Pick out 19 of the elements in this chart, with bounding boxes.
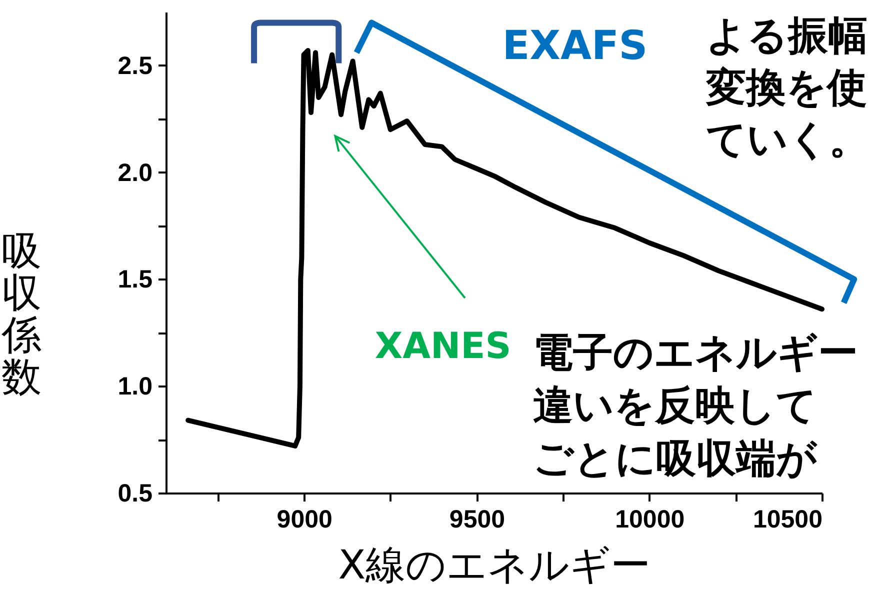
x-tick-label: 10500 [752, 506, 822, 534]
annotation: ていく。 [706, 116, 869, 163]
annotation: 違いを反映して [533, 382, 817, 429]
x-tick-label: 9500 [449, 506, 506, 534]
x-tick-label: 10000 [615, 506, 685, 534]
annotation: 変換を使 [705, 64, 867, 111]
y-tick-label: 2.0 [118, 158, 152, 187]
x-axis-title: X線のエネルギー [338, 542, 651, 588]
annotation: ごとに吸収端が [533, 436, 818, 482]
annotation: XANES [374, 326, 512, 367]
annotation: EXAFS [502, 22, 648, 69]
annotation: よる振幅 [706, 12, 868, 59]
annotation: 電子のエネルギー [533, 330, 858, 376]
y-axis-title: 吸収係数 [0, 228, 42, 400]
y-tick-label: 0.5 [118, 480, 153, 508]
x-tick-label: 9000 [276, 506, 332, 534]
y-tick-label: 1.0 [118, 372, 152, 401]
y-tick-label: 2.5 [118, 52, 153, 80]
y-tick-label: 1.5 [118, 266, 153, 294]
